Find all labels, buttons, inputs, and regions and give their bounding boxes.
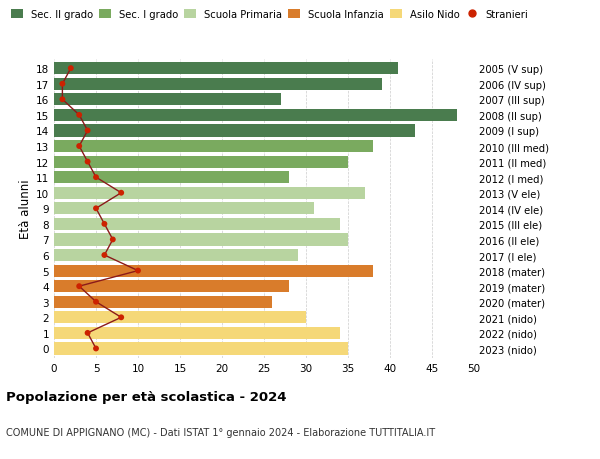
Bar <box>54 94 281 106</box>
Point <box>83 158 92 166</box>
Point <box>91 298 101 306</box>
Point <box>91 345 101 353</box>
Point <box>66 65 76 73</box>
Bar <box>54 265 373 277</box>
Point <box>83 330 92 337</box>
Bar <box>54 218 340 230</box>
Bar <box>54 203 314 215</box>
Bar <box>54 296 272 308</box>
Point <box>58 96 67 104</box>
Point <box>100 252 109 259</box>
Point <box>74 283 84 290</box>
Point <box>91 174 101 181</box>
Bar <box>54 187 365 199</box>
Bar <box>54 140 373 153</box>
Y-axis label: Età alunni: Età alunni <box>19 179 32 239</box>
Point <box>74 143 84 151</box>
Point <box>91 205 101 213</box>
Bar <box>54 280 289 292</box>
Point <box>108 236 118 244</box>
Point <box>116 314 126 321</box>
Bar <box>54 172 289 184</box>
Bar <box>54 125 415 137</box>
Bar <box>54 249 298 262</box>
Point <box>58 81 67 88</box>
Legend: Sec. II grado, Sec. I grado, Scuola Primaria, Scuola Infanzia, Asilo Nido, Stran: Sec. II grado, Sec. I grado, Scuola Prim… <box>11 10 529 20</box>
Bar <box>54 156 348 168</box>
Point <box>100 221 109 228</box>
Bar <box>54 342 348 355</box>
Bar <box>54 234 348 246</box>
Point <box>74 112 84 119</box>
Bar <box>54 327 340 339</box>
Bar <box>54 63 398 75</box>
Bar <box>54 78 382 90</box>
Text: Popolazione per età scolastica - 2024: Popolazione per età scolastica - 2024 <box>6 390 287 403</box>
Bar <box>54 312 306 324</box>
Point <box>116 190 126 197</box>
Bar <box>54 110 457 122</box>
Point <box>83 128 92 135</box>
Point <box>133 267 143 274</box>
Text: COMUNE DI APPIGNANO (MC) - Dati ISTAT 1° gennaio 2024 - Elaborazione TUTTITALIA.: COMUNE DI APPIGNANO (MC) - Dati ISTAT 1°… <box>6 427 435 437</box>
